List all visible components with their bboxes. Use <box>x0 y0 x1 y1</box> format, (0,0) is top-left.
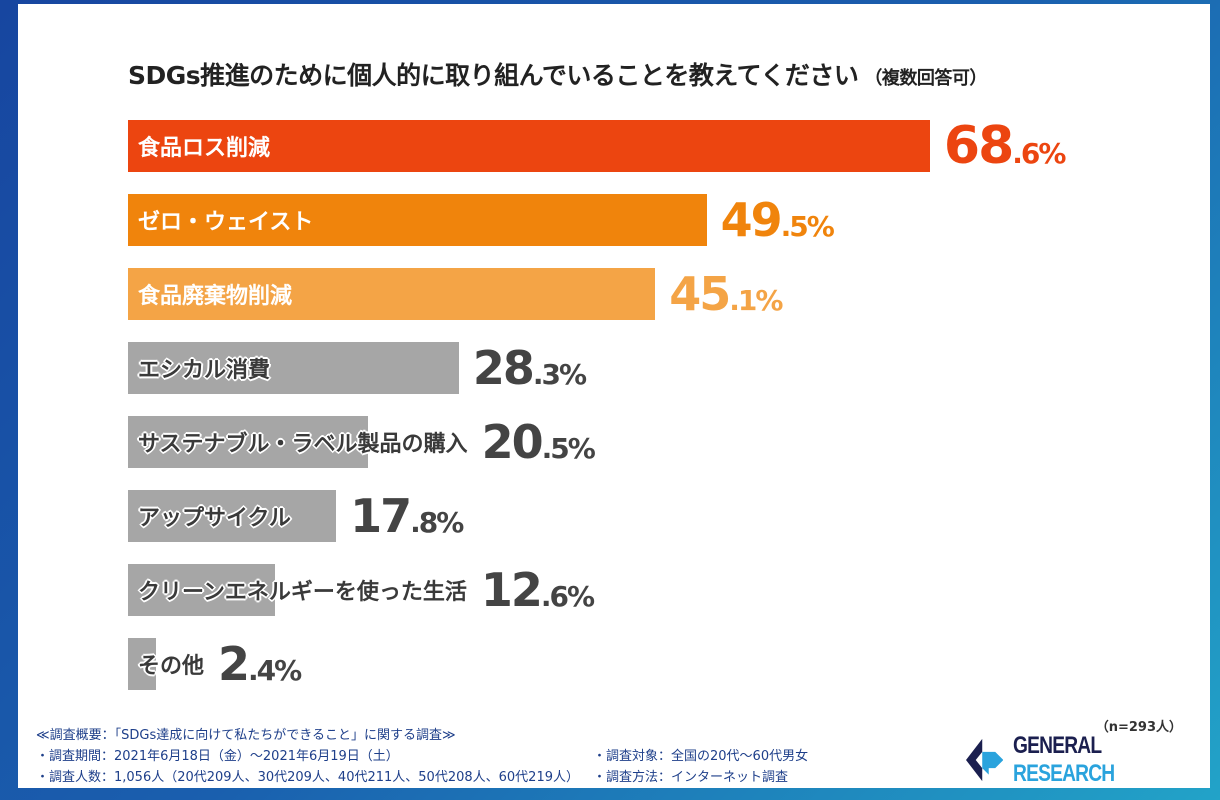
survey-target: ・調査対象：全国の20代～60代男女 <box>593 749 809 764</box>
survey-heading: ≪調査概要：「SDGs達成に向けて私たちができること」に関する調査≫ <box>36 728 456 743</box>
bar <box>128 268 656 320</box>
category-label: クリーンエネルギーを使った生活 <box>138 580 467 605</box>
value-label: 2.4% <box>218 637 302 691</box>
chart-title: SDGs推進のために個人的に取り組んでいることを教えてください （複数回答可） <box>128 56 987 92</box>
bar-row: アップサイクル 17.8% <box>128 489 1064 543</box>
category-label: 食品ロス削減 <box>138 136 271 161</box>
category-label: その他 <box>138 654 205 679</box>
logo-mark-icon <box>966 738 1004 782</box>
survey-count: ・調査人数：1,056人（20代209人、30代209人、40代211人、50代… <box>36 770 579 785</box>
bar <box>128 194 707 246</box>
logo: GENERAL RESEARCH <box>966 732 1210 788</box>
bar-row: 食品ロス削減 68.6% <box>128 116 1066 176</box>
sample-size: （n=293人） <box>1095 720 1182 735</box>
logo-text: GENERAL RESEARCH <box>1013 732 1170 788</box>
bar <box>128 342 459 394</box>
category-label: ゼロ・ウェイスト <box>138 210 314 235</box>
logo-text-general: GENERAL <box>1013 732 1102 759</box>
survey-period: ・調査期間：2021年6月18日（金）～2021年6月19日（土） <box>36 749 399 764</box>
bar <box>128 564 276 616</box>
title-text: SDGs推進のために個人的に取り組んでいることを教えてください <box>128 61 859 90</box>
bar <box>128 638 157 690</box>
bar-row: クリーンエネルギーを使った生活 12.6% <box>128 563 1064 617</box>
bar <box>128 490 337 542</box>
bar-row: その他 2.4% <box>128 637 1064 691</box>
bar-list: 食品ロス削減 68.6% ゼロ・ウェイスト 49.5% 食品廃棄物削減 45.1% エシカル… <box>128 116 1066 712</box>
bar-row: ゼロ・ウェイスト 49.5% <box>128 193 1064 247</box>
logo-text-research: RESEARCH <box>1013 760 1115 787</box>
bar <box>128 416 368 468</box>
chart-subtitle: （複数回答可） <box>864 68 987 89</box>
value-label: 28.3% <box>472 341 587 395</box>
bar <box>128 120 930 172</box>
value-label: 20.5% <box>481 415 596 469</box>
value-label: 68.6% <box>943 116 1067 176</box>
bar-row: 食品廃棄物削減 45.1% <box>128 267 1064 321</box>
category-label: アップサイクル <box>138 506 291 531</box>
category-label: エシカル消費 <box>138 358 271 383</box>
value-label: 17.8% <box>350 489 464 543</box>
category-label: サステナブル・ラベル製品の購入 <box>138 432 468 457</box>
survey-method: ・調査方法：インターネット調査 <box>593 770 789 785</box>
value-label: 12.6% <box>480 563 595 617</box>
category-label: 食品廃棄物削減 <box>138 284 293 309</box>
panel: SDGs推進のために個人的に取り組んでいることを教えてください （複数回答可） 食… <box>18 4 1210 788</box>
bar-row: サステナブル・ラベル製品の購入 20.5% <box>128 415 1064 469</box>
value-label: 49.5% <box>720 193 835 247</box>
bar-row: エシカル消費 28.3% <box>128 341 1064 395</box>
value-label: 45.1% <box>669 267 783 321</box>
